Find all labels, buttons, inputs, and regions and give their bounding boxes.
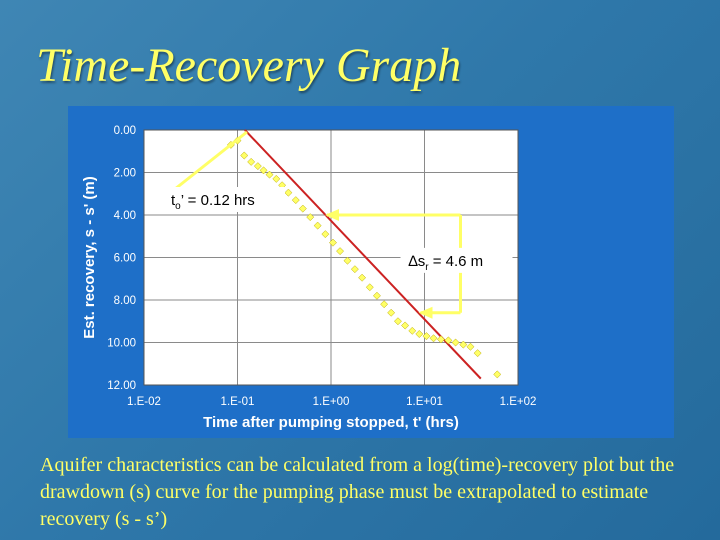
data-point — [265, 170, 274, 179]
data-point — [444, 336, 453, 345]
data-point — [284, 188, 293, 197]
data-point — [240, 151, 249, 160]
x-axis-label: Time after pumping stopped, t' (hrs) — [203, 414, 459, 431]
delta-callout-text: ∆sr = 4.6 m — [409, 253, 484, 273]
x-tick-label: 1.E+01 — [406, 396, 443, 408]
data-point — [336, 247, 345, 256]
callouts: to’ = 0.12 hrs ∆sr = 4.6 m — [165, 130, 513, 319]
data-point — [429, 334, 438, 343]
data-point — [358, 273, 367, 282]
delta-lower-arrowhead — [418, 306, 433, 319]
x-tick-label: 1.E+02 — [500, 396, 537, 408]
data-point — [466, 342, 475, 351]
data-point — [291, 196, 300, 205]
data-point — [387, 308, 396, 317]
data-point — [306, 213, 315, 222]
x-tick-label: 1.E-02 — [127, 396, 161, 408]
t0-callout-box — [165, 187, 285, 212]
data-points — [226, 136, 502, 379]
data-point — [437, 335, 445, 344]
data-point — [298, 204, 307, 213]
data-point — [393, 317, 402, 326]
y-tick-label: 10.00 — [107, 338, 136, 350]
t0-sub: o — [175, 201, 181, 212]
data-point — [350, 265, 359, 274]
data-point — [329, 238, 337, 247]
x-tick-label: 1.E-01 — [221, 396, 255, 408]
data-point — [401, 321, 410, 330]
tick-labels: 0.00 2.00 4.00 6.00 8.00 10.00 12.00 1.E-02 1.E-… — [107, 125, 536, 408]
y-tick-label: 8.00 — [114, 295, 136, 307]
slide-title: Time-Recovery Graph — [36, 39, 462, 92]
delta-base: s — [418, 253, 426, 270]
data-point — [372, 291, 381, 300]
data-point — [415, 330, 424, 338]
data-point — [473, 349, 482, 358]
delta-callout-box — [400, 247, 513, 273]
data-point — [343, 256, 352, 265]
data-point — [408, 326, 417, 335]
y-tick-label: 4.00 — [114, 210, 136, 222]
data-point — [422, 332, 431, 341]
y-axis-label: Est. recovery, s - s' (m) — [81, 176, 98, 339]
t0-rest: ’ = 0.12 hrs — [181, 192, 255, 209]
slide-caption: Aquifer characteristics can be calculate… — [40, 454, 675, 530]
data-point — [253, 162, 262, 171]
delta-upper-arrowhead — [325, 209, 339, 221]
delta-rest: = 4.6 m — [429, 253, 484, 270]
delta-sub: r — [425, 262, 429, 273]
delta-symbol: ∆ — [409, 253, 419, 270]
t0-pointer-line — [174, 130, 248, 191]
y-tick-label: 6.00 — [114, 253, 136, 265]
data-point — [493, 370, 502, 379]
t0-base: t — [171, 192, 176, 209]
chart-svg: 0.00 2.00 4.00 6.00 8.00 10.00 12.00 1.E-02 1.E-… — [81, 125, 536, 431]
plot-border — [143, 129, 519, 386]
data-point — [259, 166, 268, 175]
t0-callout-text: to’ = 0.12 hrs — [171, 192, 255, 212]
data-point — [365, 283, 374, 292]
x-tick-label: 1.E+00 — [313, 396, 350, 408]
data-point — [313, 221, 322, 230]
data-point — [380, 300, 389, 309]
y-tick-label: 2.00 — [114, 168, 136, 180]
recovery-chart: 0.00 2.00 4.00 6.00 8.00 10.00 12.00 1.E-02 1.E-… — [68, 106, 674, 438]
data-point — [451, 338, 460, 347]
data-point — [459, 340, 468, 349]
data-point — [321, 230, 330, 239]
data-point — [272, 174, 281, 183]
y-tick-label: 0.00 — [114, 125, 136, 137]
y-tick-label: 12.00 — [107, 380, 136, 392]
data-point — [247, 157, 256, 166]
